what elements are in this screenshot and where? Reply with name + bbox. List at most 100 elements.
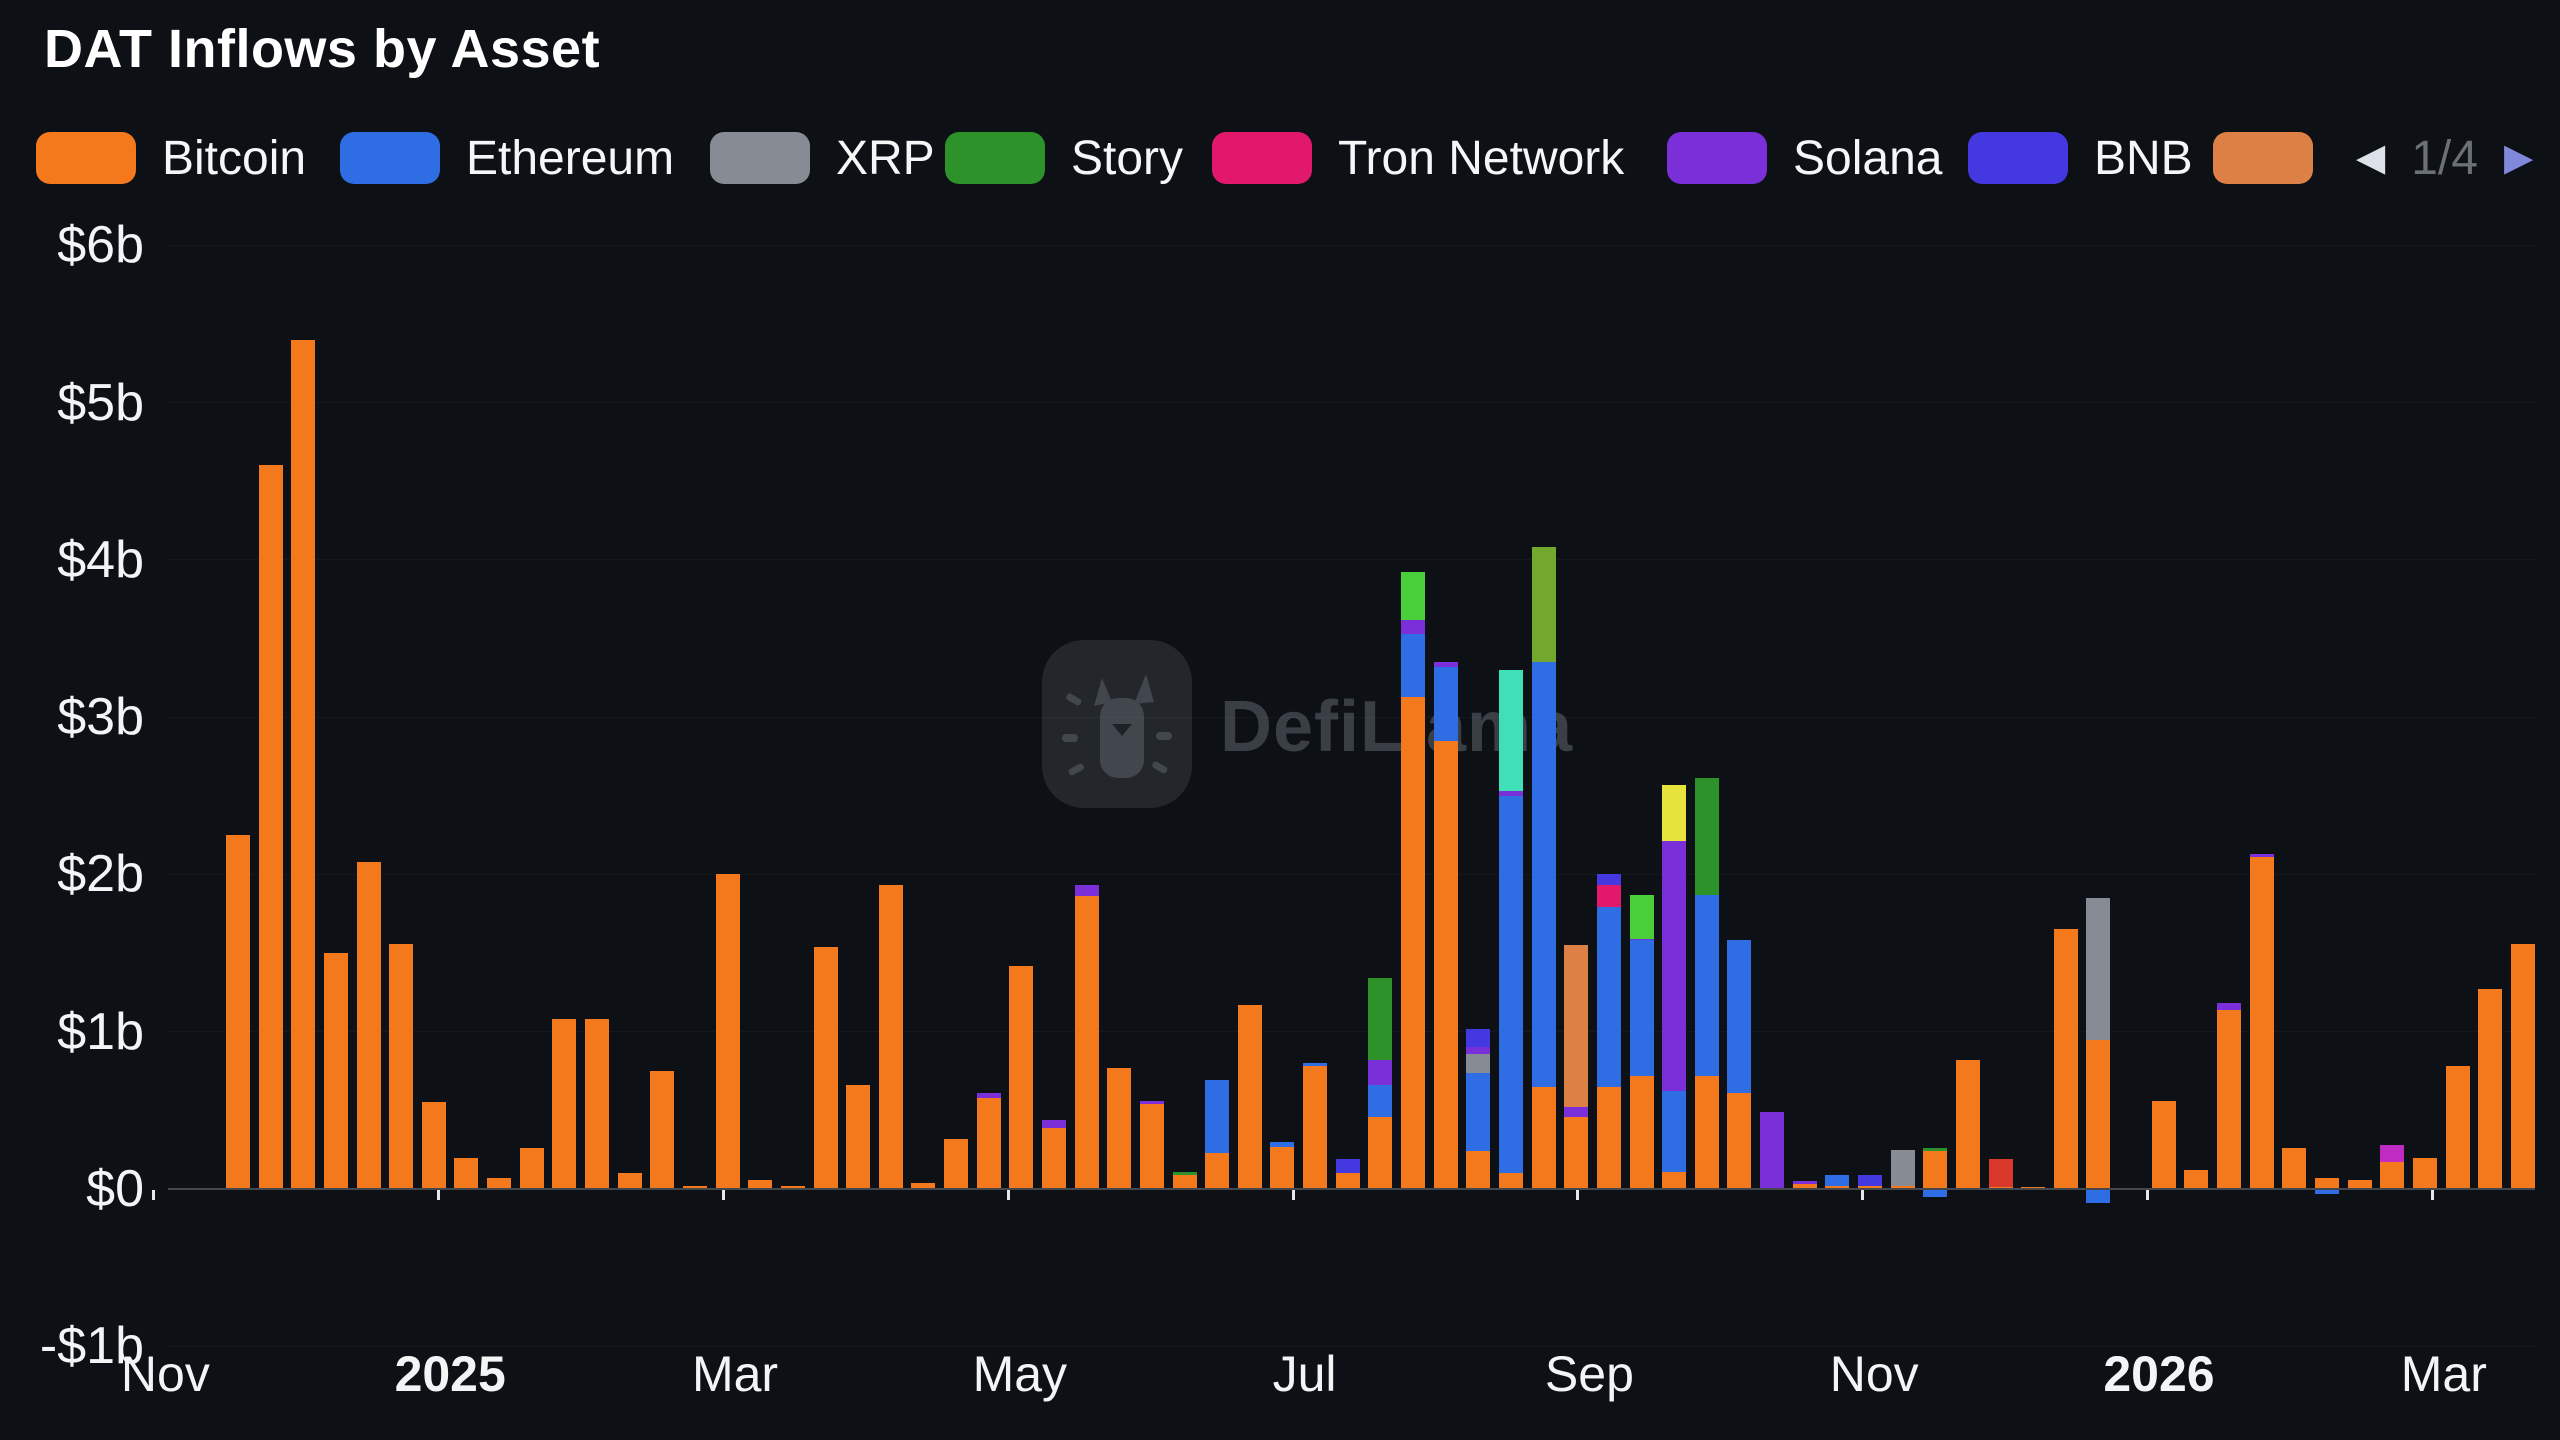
bar-segment-solana[interactable] [1139,1100,1164,1105]
bar-segment-story[interactable] [1172,1171,1197,1175]
bar-segment-ethereum[interactable] [2086,1189,2111,1204]
bar-segment-ethereum[interactable] [1531,662,1556,1087]
bar-segment-bitcoin[interactable] [2184,1170,2209,1189]
legend-item-xrp[interactable]: XRP [710,128,935,188]
bar-segment-solana[interactable] [1760,1111,1785,1189]
bar-segment-bitcoin[interactable] [1270,1146,1295,1189]
bar-segment-ethereum[interactable] [1727,940,1752,1094]
bar-segment-bitcoin[interactable] [1955,1060,1980,1189]
bar-segment-solana[interactable] [1792,1181,1817,1185]
bar-segment-bitcoin[interactable] [2249,857,2274,1189]
bar-segment-bitcoin[interactable] [1890,1185,1915,1189]
bar-segment-lime[interactable] [1401,572,1426,620]
bar-segment-olive[interactable] [1531,547,1556,663]
pager-prev-icon[interactable]: ◀ [2356,137,2386,179]
bar-segment-bnb[interactable] [1466,1028,1491,1048]
bar-segment-bitcoin[interactable] [258,465,283,1189]
bar-segment-solana[interactable] [1433,662,1458,667]
bar-segment-bitcoin[interactable] [1923,1151,1948,1189]
bar-segment-ethereum[interactable] [1270,1141,1295,1147]
bar-segment-bitcoin[interactable] [813,946,838,1189]
bar-segment-bitcoin[interactable] [617,1173,642,1189]
bar-segment-bnb[interactable] [1335,1159,1360,1174]
bar-segment-tron[interactable] [1596,885,1621,908]
bar-segment-bitcoin[interactable] [1205,1152,1230,1189]
bar-segment-solana[interactable] [1662,841,1687,1092]
bar-segment-bitcoin[interactable] [226,835,250,1189]
pager-next-icon[interactable]: ▶ [2503,137,2534,179]
bar-segment-bitcoin[interactable] [1466,1151,1491,1189]
bar-segment-bitcoin[interactable] [846,1085,871,1189]
bar-segment-solana[interactable] [976,1093,1001,1098]
bar-segment-bitcoin[interactable] [1139,1104,1164,1189]
bar-segment-ethereum[interactable] [1825,1174,1850,1186]
bar-segment-bitcoin[interactable] [2510,943,2535,1189]
bar-segment-bitcoin[interactable] [2445,1066,2470,1189]
bar-segment-bitcoin[interactable] [1531,1086,1556,1189]
bar-segment-ethereum[interactable] [1401,633,1426,697]
bar-segment-bitcoin[interactable] [487,1177,512,1189]
bar-segment-story[interactable] [1923,1148,1948,1152]
legend-item-solana[interactable]: Solana [1667,128,1942,188]
bar-segment-ethereum[interactable] [1596,907,1621,1087]
bar-segment-bitcoin[interactable] [2217,1009,2242,1189]
bar-segment-solana[interactable] [1629,938,1654,941]
bar-segment-bitcoin[interactable] [2347,1179,2372,1189]
bar-segment-bitcoin[interactable] [1596,1086,1621,1189]
bar-segment-solana[interactable] [1042,1119,1066,1128]
bar-segment-bitcoin[interactable] [682,1185,707,1189]
bar-segment-ethereum[interactable] [1498,795,1523,1174]
bar-segment-bitcoin[interactable] [1237,1004,1262,1189]
bar-segment-solana[interactable] [1074,885,1099,897]
bar-segment-bitcoin[interactable] [1727,1093,1752,1189]
bar-segment-solana[interactable] [1498,791,1523,796]
bar-segment-asset8[interactable] [1564,945,1589,1108]
bar-segment-bitcoin[interactable] [2412,1157,2437,1189]
bar-segment-bitcoin[interactable] [2380,1162,2405,1189]
bar-segment-bitcoin[interactable] [2151,1100,2176,1189]
bar-segment-bitcoin[interactable] [1433,740,1458,1189]
legend-item-bnb[interactable]: BNB [1968,128,2193,188]
bar-segment-ethereum[interactable] [1662,1091,1687,1172]
bar-segment-solana[interactable] [1401,619,1426,634]
bar-segment-bitcoin[interactable] [2282,1148,2307,1189]
bar-segment-solana[interactable] [1368,1060,1393,1086]
bar-segment-bitcoin[interactable] [356,861,381,1189]
bar-segment-ethereum[interactable] [1694,894,1719,1076]
bar-segment-bitcoin[interactable] [1629,1075,1654,1189]
bar-segment-bitcoin[interactable] [1107,1067,1132,1189]
bar-segment-ethereum[interactable] [1466,1072,1491,1152]
bar-segment-magenta[interactable] [2380,1144,2405,1163]
bar-segment-ethereum[interactable] [1923,1189,1948,1197]
bar-segment-story[interactable] [1694,778,1719,895]
legend-item-story[interactable]: Story [945,128,1183,188]
bar-segment-story[interactable] [1368,978,1393,1060]
legend-item-ethereum[interactable]: Ethereum [340,128,674,188]
bar-segment-lime[interactable] [1629,894,1654,939]
bar-segment-ethereum[interactable] [2314,1189,2339,1194]
bar-segment-bitcoin[interactable] [2053,929,2078,1189]
bar-segment-bitcoin[interactable] [1662,1171,1687,1189]
bar-segment-xrp[interactable] [2086,897,2111,1040]
bar-segment-bitcoin[interactable] [1172,1174,1197,1189]
bar-segment-ethereum[interactable] [1205,1080,1230,1153]
bar-segment-bitcoin[interactable] [878,885,903,1189]
bar-segment-bnb[interactable] [1858,1174,1882,1186]
bar-segment-bitcoin[interactable] [454,1157,479,1189]
legend-item-hidden[interactable] [2213,128,2339,188]
legend-item-tron-network[interactable]: Tron Network [1212,128,1624,188]
bar-segment-bitcoin[interactable] [585,1019,610,1189]
bar-segment-bitcoin[interactable] [2478,989,2503,1189]
bar-segment-bitcoin[interactable] [911,1182,936,1189]
bar-segment-teal[interactable] [1498,669,1523,792]
bar-segment-yellow[interactable] [1662,784,1687,842]
bar-segment-bitcoin[interactable] [748,1179,773,1189]
bar-segment-solana[interactable] [1466,1047,1491,1054]
bar-segment-bitcoin[interactable] [1564,1116,1589,1189]
bar-segment-bitcoin[interactable] [552,1019,577,1189]
bar-segment-solana[interactable] [2249,853,2274,858]
bar-segment-bitcoin[interactable] [1074,896,1099,1189]
bar-segment-bitcoin[interactable] [1825,1185,1850,1189]
bar-segment-bitcoin[interactable] [650,1071,675,1189]
bar-segment-bitcoin[interactable] [2086,1039,2111,1189]
